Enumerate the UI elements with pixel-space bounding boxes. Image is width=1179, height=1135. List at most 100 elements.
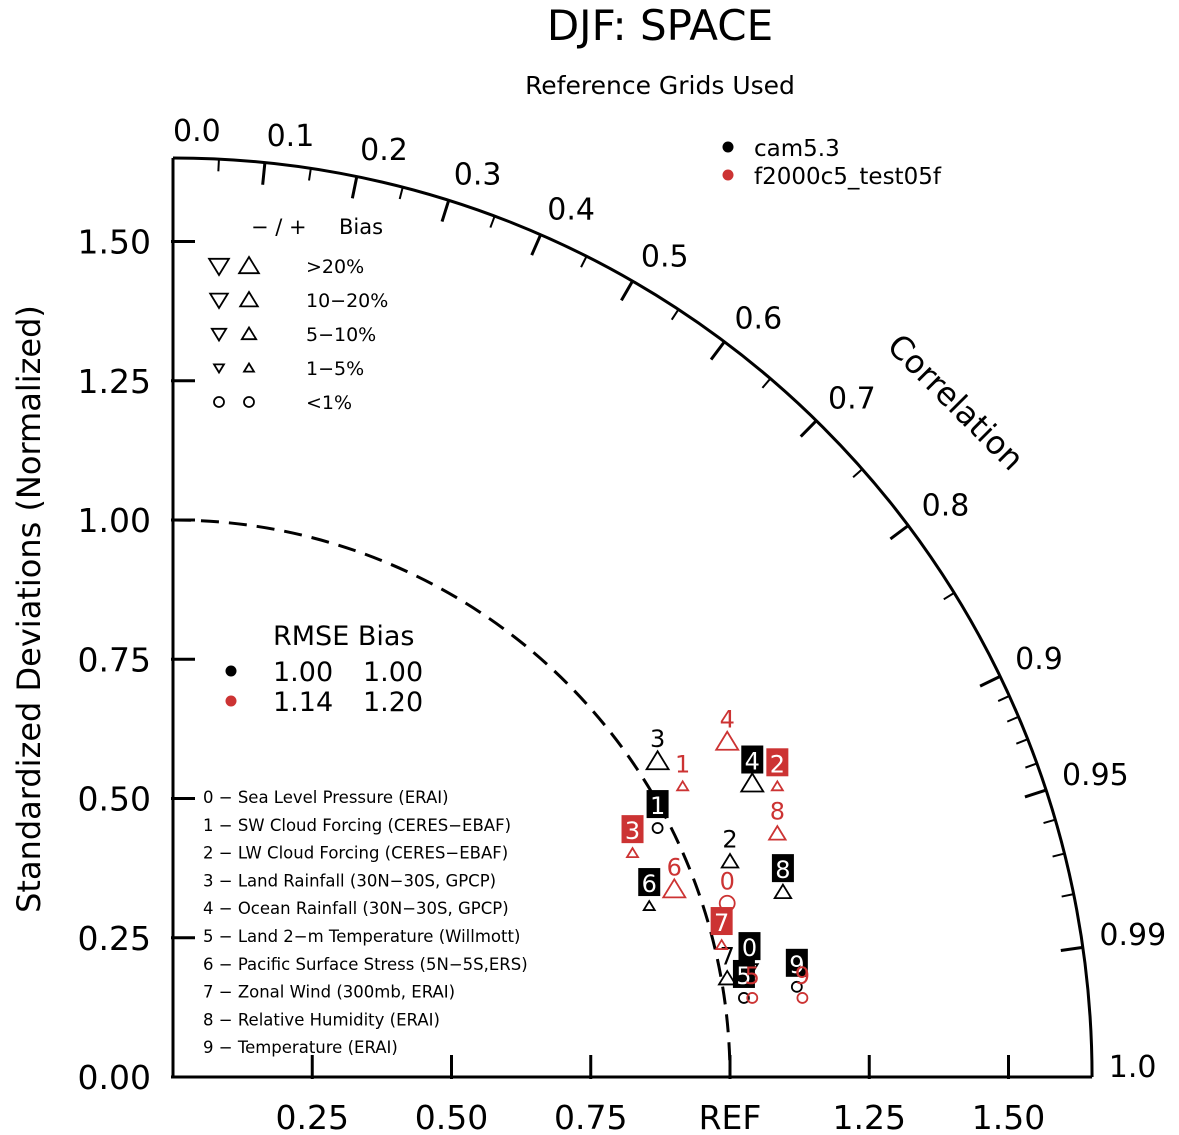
variable-legend-item: 7 − Zonal Wind (300mb, ERAI) bbox=[203, 983, 455, 1002]
data-label: 2 bbox=[722, 825, 737, 853]
data-label: 3 bbox=[650, 725, 665, 753]
bias-legend: − / + Bias >20% 10−20% 5−10% 1−5% <1% bbox=[207, 215, 388, 414]
data-marker bbox=[773, 882, 793, 900]
y-tick-label: 0.50 bbox=[78, 780, 151, 819]
chart-title: DJF: SPACE bbox=[547, 1, 773, 50]
bias-up-icon bbox=[240, 325, 258, 341]
data-label: 6 bbox=[642, 870, 657, 898]
data-marker bbox=[675, 779, 690, 792]
data-label-box bbox=[638, 868, 661, 897]
data-marker bbox=[642, 899, 657, 911]
data-marker bbox=[796, 992, 809, 1004]
outer-arc bbox=[172, 156, 1094, 1078]
data-marker bbox=[717, 969, 738, 986]
data-label-box bbox=[646, 790, 669, 819]
data-marker bbox=[767, 824, 788, 841]
corr-minor-tick bbox=[1061, 893, 1074, 898]
corr-minor-tick bbox=[1015, 738, 1029, 745]
corr-tick-label: 0.2 bbox=[360, 133, 408, 168]
y-tick-label: 1.25 bbox=[78, 362, 151, 401]
data-label-box bbox=[766, 748, 789, 777]
y-tick-label: 0.25 bbox=[78, 919, 151, 958]
data-label-box bbox=[710, 907, 733, 936]
bias-up-icon bbox=[238, 290, 260, 308]
bias-circle-icon bbox=[213, 396, 225, 408]
variable-legend-item: 8 − Relative Humidity (ERAI) bbox=[203, 1010, 440, 1029]
corr-tick-label: 0.5 bbox=[641, 240, 689, 275]
data-marker bbox=[739, 771, 765, 793]
y-tick-label: 0.00 bbox=[78, 1058, 151, 1097]
series-dot-icon bbox=[722, 169, 734, 181]
data-marker bbox=[714, 938, 729, 950]
y-tick-label: 1.00 bbox=[78, 501, 151, 540]
data-label: 6 bbox=[667, 853, 682, 881]
corr-minor-tick bbox=[852, 468, 863, 478]
data-label: 8 bbox=[770, 798, 785, 826]
data-marker bbox=[738, 992, 750, 1004]
bias-down-icon bbox=[208, 292, 230, 310]
x-tick-label: 0.50 bbox=[415, 1098, 488, 1135]
series-dot-icon bbox=[722, 141, 734, 153]
corr-tick bbox=[889, 524, 910, 541]
variable-legend-item: 5 − Land 2−m Temperature (Willmott) bbox=[203, 927, 520, 946]
data-label: 2 bbox=[770, 750, 785, 778]
data-label-box bbox=[771, 854, 794, 883]
data-points: 0 1 2 3 4 5 6 7 8 9 0 1 2 3 4 5 6 7 8 9 bbox=[621, 706, 810, 1004]
x-tick-label: REF bbox=[699, 1098, 762, 1135]
rmse-value: 1.00 bbox=[273, 657, 333, 688]
data-label-box bbox=[621, 815, 644, 844]
corr-tick-label: 1.0 bbox=[1109, 1050, 1157, 1085]
x-tick-label: 1.25 bbox=[833, 1098, 906, 1135]
series-name: cam5.3 bbox=[754, 136, 840, 162]
corr-tick bbox=[261, 162, 267, 185]
data-marker bbox=[770, 779, 785, 792]
corr-tick bbox=[440, 199, 451, 222]
bias-down-icon bbox=[207, 257, 231, 277]
bias-range-label: 5−10% bbox=[306, 324, 376, 346]
corr-minor-tick bbox=[580, 255, 588, 268]
data-marker bbox=[661, 877, 687, 899]
corr-minor-tick bbox=[398, 186, 404, 200]
corr-tick-label: 0.0 bbox=[173, 114, 221, 149]
corr-tick-label: 0.8 bbox=[922, 489, 970, 524]
data-label-box bbox=[732, 959, 755, 988]
rmse-dot-icon bbox=[225, 665, 237, 677]
data-marker bbox=[746, 992, 759, 1004]
bias-range-label: <1% bbox=[306, 392, 352, 414]
variable-legend-item: 1 − SW Cloud Forcing (CERES−EBAF) bbox=[203, 816, 511, 835]
rmse-dot-icon bbox=[225, 695, 237, 707]
rmse-legend-header: RMSE Bias bbox=[273, 621, 414, 652]
corr-minor-tick bbox=[1043, 818, 1056, 825]
data-marker bbox=[720, 852, 740, 869]
reference-arc bbox=[172, 518, 732, 1078]
x-tick-label: 0.75 bbox=[554, 1098, 627, 1135]
data-label: 0 bbox=[742, 934, 757, 962]
chart-subtitle: Reference Grids Used bbox=[525, 71, 795, 100]
y-tick-label: 0.75 bbox=[78, 640, 151, 679]
data-label-box bbox=[741, 745, 764, 774]
corr-tick bbox=[620, 280, 634, 302]
data-label: 9 bbox=[795, 962, 810, 990]
data-marker bbox=[625, 846, 640, 859]
corr-tick bbox=[1060, 945, 1084, 952]
data-label: 5 bbox=[736, 962, 751, 990]
data-label: 3 bbox=[625, 817, 640, 845]
corr-minor-tick bbox=[1025, 762, 1038, 769]
data-label: 7 bbox=[720, 942, 735, 970]
data-marker bbox=[714, 730, 740, 751]
data-label: 0 bbox=[720, 867, 735, 895]
bias-down-icon bbox=[212, 363, 226, 375]
corr-tick-label: 0.7 bbox=[828, 382, 876, 417]
data-label: 7 bbox=[714, 909, 729, 937]
bias-legend-header: Bias bbox=[339, 215, 383, 239]
variable-legend-item: 9 − Temperature (ERAI) bbox=[203, 1038, 398, 1057]
data-label: 8 bbox=[775, 856, 790, 884]
variable-legend-item: 0 − Sea Level Pressure (ERAI) bbox=[203, 788, 449, 807]
data-label: 4 bbox=[720, 706, 735, 734]
corr-minor-tick bbox=[1052, 852, 1065, 858]
corr-minor-tick bbox=[1006, 715, 1019, 723]
corr-tick-label: 0.99 bbox=[1099, 918, 1166, 953]
